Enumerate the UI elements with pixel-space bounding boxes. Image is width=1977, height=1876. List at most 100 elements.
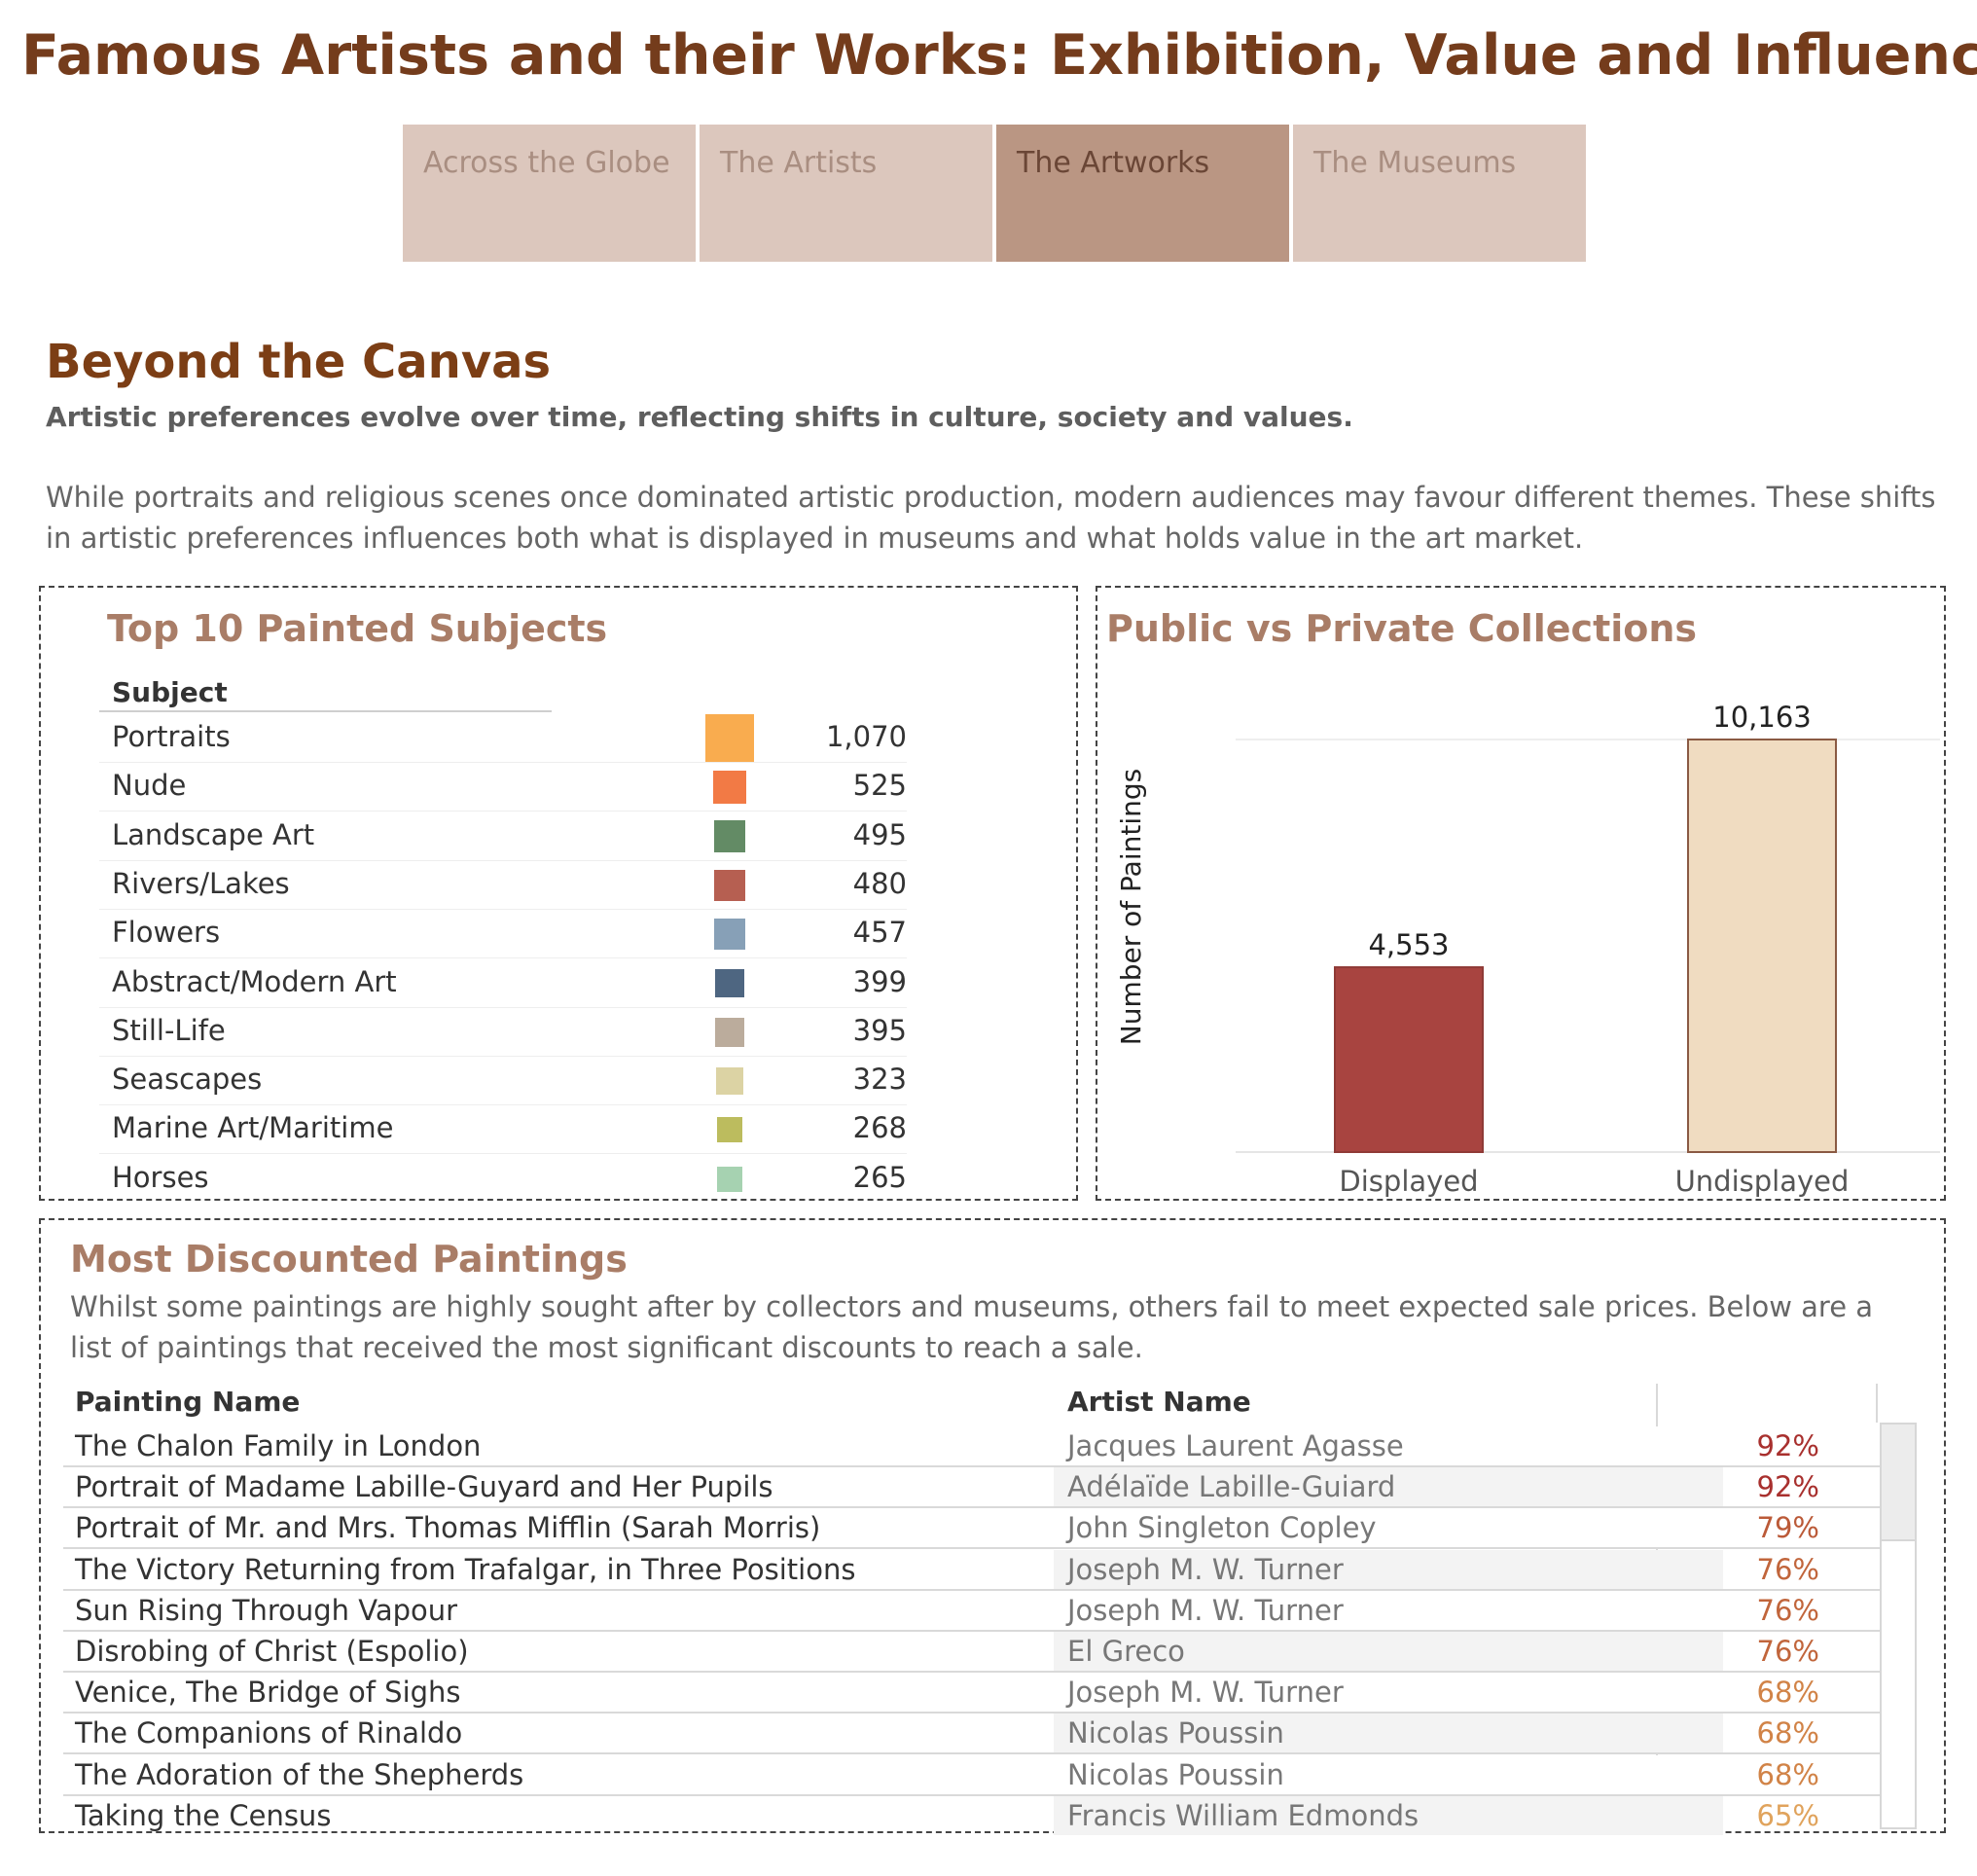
subject-swatch — [716, 1117, 743, 1143]
subject-name: Flowers — [112, 916, 221, 950]
artist-name: Adélaïde Labille-Guiard — [1067, 1470, 1396, 1504]
subject-row: Nude 525 — [99, 763, 907, 812]
artist-cell-bg — [1054, 1508, 1723, 1548]
table-row[interactable]: Sun Rising Through Vapour Joseph M. W. Tu… — [63, 1590, 1883, 1632]
subject-value: 395 — [852, 1013, 907, 1047]
row-divider — [63, 1671, 1883, 1673]
subject-swatch — [713, 820, 746, 852]
top-subjects-title: Top 10 Painted Subjects — [107, 607, 608, 650]
painting-name: Portrait of Madame Labille-Guyard and He… — [75, 1470, 773, 1504]
tab-the-artworks[interactable]: The Artworks — [996, 125, 1289, 262]
row-divider — [99, 957, 907, 959]
table-row[interactable]: Taking the Census Francis William Edmonds… — [63, 1795, 1873, 1837]
subject-row: Seascapes 323 — [99, 1057, 907, 1106]
artist-cell-bg — [1054, 1467, 1723, 1507]
row-divider — [99, 1153, 907, 1155]
table-row[interactable]: Portrait of Mr. and Mrs. Thomas Mifflin … — [63, 1508, 1883, 1550]
subject-name: Portraits — [112, 720, 231, 753]
bar-displayed[interactable] — [1334, 966, 1484, 1154]
table-row[interactable]: Portrait of Madame Labille-Guyard and He… — [63, 1467, 1883, 1509]
subject-row: Portraits 1,070 — [99, 714, 907, 763]
artist-cell-bg — [1054, 1795, 1723, 1835]
table-row[interactable]: The Chalon Family in London Jacques Laure… — [63, 1426, 1883, 1467]
discount-value: 79% — [1756, 1511, 1819, 1545]
bar-value-label: 4,553 — [1368, 928, 1449, 961]
row-divider — [99, 1104, 907, 1106]
subject-row: Marine Art/Maritime 268 — [99, 1105, 907, 1155]
discount-value: 65% — [1756, 1798, 1819, 1832]
tab-across-the-globe[interactable]: Across the Globe — [403, 125, 696, 262]
painting-name: Venice, The Bridge of Sighs — [75, 1676, 461, 1710]
subject-value: 1,070 — [825, 720, 907, 753]
table-row[interactable]: The Adoration of the Shepherds Nicolas Po… — [63, 1754, 1883, 1796]
subject-swatch — [716, 1067, 743, 1095]
table-scrollbar[interactable] — [1880, 1423, 1917, 1829]
subject-row: Horses 265 — [99, 1155, 907, 1204]
painting-name: Portrait of Mr. and Mrs. Thomas Mifflin … — [75, 1511, 821, 1545]
artist-cell-bg — [1054, 1673, 1723, 1713]
discounted-panel — [39, 1218, 1946, 1833]
subject-row: Abstract/Modern Art 399 — [99, 959, 907, 1008]
row-divider — [63, 1752, 1883, 1755]
collections-panel — [1096, 586, 1946, 1201]
row-divider — [63, 1506, 1883, 1509]
subject-swatch — [714, 919, 745, 951]
subject-name: Abstract/Modern Art — [112, 964, 397, 998]
subject-value: 268 — [852, 1111, 907, 1145]
painting-name: The Adoration of the Shepherds — [75, 1757, 524, 1791]
bar-undisplayed[interactable] — [1687, 739, 1837, 1153]
subject-column-header: Subject — [112, 676, 228, 708]
subject-value: 399 — [852, 964, 907, 998]
artist-cell-bg — [1054, 1632, 1723, 1671]
artist-name: Nicolas Poussin — [1067, 1757, 1284, 1791]
table-row[interactable]: Disrobing of Christ (Espolio) El Greco 76% — [63, 1632, 1883, 1673]
artist-name: Joseph M. W. Turner — [1067, 1593, 1344, 1627]
tab-the-artists[interactable]: The Artists — [700, 125, 992, 262]
table-divider — [1876, 1384, 1878, 1423]
row-divider — [63, 1712, 1883, 1714]
row-divider — [99, 811, 907, 812]
subject-value: 265 — [852, 1160, 907, 1194]
tab-the-museums[interactable]: The Museums — [1293, 125, 1586, 262]
table-row[interactable]: The Victory Returning from Trafalgar, in… — [63, 1549, 1883, 1591]
subject-value: 495 — [852, 817, 907, 851]
discount-value: 76% — [1756, 1552, 1819, 1586]
scrollbar-thumb[interactable] — [1882, 1425, 1915, 1541]
row-divider — [63, 1793, 1883, 1796]
row-divider — [63, 1547, 1883, 1550]
subject-name: Seascapes — [112, 1063, 263, 1097]
painting-name: Disrobing of Christ (Espolio) — [75, 1635, 469, 1668]
table-row[interactable]: Venice, The Bridge of Sighs Joseph M. W. … — [63, 1673, 1883, 1714]
artist-cell-bg — [1054, 1549, 1723, 1589]
table-row[interactable]: The Companions of Rinaldo Nicolas Poussin… — [63, 1714, 1883, 1755]
subject-name: Rivers/Lakes — [112, 866, 290, 900]
subject-row: Flowers 457 — [99, 910, 907, 959]
discount-value: 68% — [1756, 1757, 1819, 1791]
discounted-description: Whilst some paintings are highly sought … — [70, 1290, 1874, 1364]
subject-name: Horses — [112, 1160, 209, 1194]
row-divider — [99, 908, 907, 910]
subject-value: 525 — [852, 769, 907, 803]
painting-name-header: Painting Name — [75, 1386, 301, 1418]
collections-title: Public vs Private Collections — [1106, 607, 1698, 650]
artist-name: El Greco — [1067, 1635, 1185, 1668]
artist-name: Nicolas Poussin — [1067, 1716, 1284, 1750]
subject-swatch — [715, 968, 744, 998]
row-divider — [63, 1629, 1883, 1632]
discount-value: 68% — [1756, 1676, 1819, 1710]
row-divider — [63, 1588, 1883, 1591]
discount-value: 68% — [1756, 1716, 1819, 1750]
bar-value-label: 10,163 — [1712, 701, 1811, 734]
subject-swatch — [717, 1166, 742, 1192]
artist-name: Joseph M. W. Turner — [1067, 1676, 1344, 1710]
row-divider — [99, 1006, 907, 1008]
subject-name: Landscape Art — [112, 817, 315, 851]
subject-value: 457 — [852, 916, 907, 950]
y-axis-label: Number of Paintings — [1115, 769, 1147, 1045]
painting-name: Sun Rising Through Vapour — [75, 1593, 458, 1627]
subject-row: Rivers/Lakes 480 — [99, 861, 907, 910]
artist-cell-bg — [1054, 1426, 1723, 1465]
row-divider — [99, 762, 907, 763]
subject-swatch — [713, 869, 746, 902]
collections-bar-chart: Number of Paintings 4,553 Displayed 10,163 U… — [1115, 701, 1940, 1197]
